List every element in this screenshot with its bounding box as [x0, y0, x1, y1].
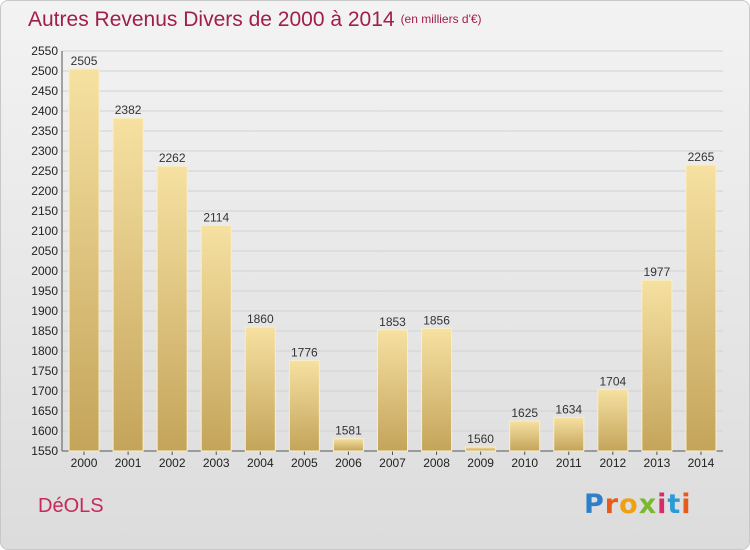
- bar-2005: [288, 360, 320, 452]
- bar-2008: [421, 328, 453, 452]
- y-tick-label: 2300: [31, 144, 58, 158]
- x-tick-label: 2007: [379, 456, 406, 470]
- value-label: 1977: [644, 265, 671, 279]
- value-label: 1634: [555, 402, 582, 416]
- value-labels: 2505 2382 2262 2114 1860 1776 1581 1853 1856 1560…: [71, 54, 715, 446]
- value-label: 2382: [115, 103, 142, 117]
- value-label: 1625: [511, 406, 538, 420]
- x-tick-label: 2005: [291, 456, 318, 470]
- x-tick-label: 2013: [644, 456, 671, 470]
- logo-letter: i: [657, 489, 668, 520]
- x-tick-label: 2000: [71, 456, 98, 470]
- y-tick-label: 1800: [31, 344, 58, 358]
- logo-letter: P: [584, 489, 605, 520]
- bar-2010: [509, 420, 541, 452]
- y-tick-labels: 1550 1600 1650 1700 1750 1800 1850 1900 1950 2000…: [31, 44, 58, 458]
- chart-subtitle: (en milliers d'€): [400, 12, 482, 26]
- x-tick-label: 2001: [115, 456, 142, 470]
- y-tick-label: 1650: [31, 404, 58, 418]
- value-label: 1856: [423, 314, 450, 328]
- y-tick-label: 1900: [31, 304, 58, 318]
- value-label: 2262: [159, 151, 186, 165]
- x-tick-label: 2010: [511, 456, 538, 470]
- bar-2013: [641, 279, 673, 452]
- y-tick-label: 2000: [31, 264, 58, 278]
- x-tick-label: 2011: [556, 456, 582, 470]
- logo-letter: i: [681, 489, 692, 520]
- bar-2000: [68, 68, 100, 452]
- bar-2009: [465, 446, 497, 452]
- chart-title: Autres Revenus Divers de 2000 à 2014 (en …: [28, 8, 482, 32]
- y-tick-label: 2500: [31, 64, 58, 78]
- logo-letter: x: [638, 489, 658, 520]
- value-label: 1560: [467, 432, 494, 446]
- value-label: 2114: [203, 210, 229, 224]
- bar-2011: [553, 416, 585, 452]
- commune-name: DéOLS: [38, 495, 104, 517]
- y-tick-label: 1950: [31, 284, 58, 298]
- bar-2003: [200, 224, 232, 452]
- x-tick-labels: 2000 2001 2002 2003 2004 2005 2006 2007 2008 2009…: [71, 456, 715, 470]
- x-tick-label: 2009: [467, 456, 494, 470]
- logo-letter: o: [619, 489, 639, 520]
- value-label: 1860: [247, 312, 274, 326]
- y-tick-label: 1750: [31, 364, 58, 378]
- value-label: 1581: [335, 424, 362, 438]
- y-tick-label: 1850: [31, 324, 58, 338]
- logo-letter: r: [604, 489, 620, 520]
- chart-title-text: Autres Revenus Divers de 2000 à 2014: [28, 8, 395, 31]
- value-label: 1853: [379, 315, 406, 329]
- bar-2014: [685, 164, 717, 452]
- bar-2002: [156, 165, 188, 452]
- bar-2006: [332, 438, 364, 452]
- x-tick-label: 2008: [423, 456, 450, 470]
- y-tick-label: 1550: [31, 444, 58, 458]
- y-tick-label: 1600: [31, 424, 58, 438]
- value-label: 2265: [688, 150, 715, 164]
- x-tick-label: 2003: [203, 456, 230, 470]
- bar-2012: [597, 388, 629, 452]
- y-tick-label: 2350: [31, 124, 58, 138]
- y-tick-label: 2050: [31, 244, 58, 258]
- y-tick-label: 2450: [31, 84, 58, 98]
- bars-group: [68, 68, 717, 452]
- value-label: 2505: [71, 54, 98, 68]
- x-tick-label: 2006: [335, 456, 362, 470]
- x-tick-label: 2014: [688, 456, 715, 470]
- y-tick-label: 2400: [31, 104, 58, 118]
- value-label: 1704: [599, 374, 626, 388]
- value-label: 1776: [291, 346, 318, 360]
- bar-2001: [112, 117, 144, 452]
- y-tick-label: 2200: [31, 184, 58, 198]
- y-tick-label: 1700: [31, 384, 58, 398]
- x-tick-label: 2004: [247, 456, 274, 470]
- x-tick-label: 2012: [599, 456, 626, 470]
- bar-2004: [244, 326, 276, 452]
- y-tick-label: 2250: [31, 164, 58, 178]
- y-tick-label: 2550: [31, 44, 58, 58]
- bar-2007: [377, 329, 408, 452]
- proxiti-logo: Proxiti: [584, 489, 692, 520]
- y-tick-label: 2150: [31, 204, 58, 218]
- logo-letter: t: [667, 489, 682, 520]
- x-tick-label: 2002: [159, 456, 186, 470]
- y-tick-label: 2100: [31, 224, 58, 238]
